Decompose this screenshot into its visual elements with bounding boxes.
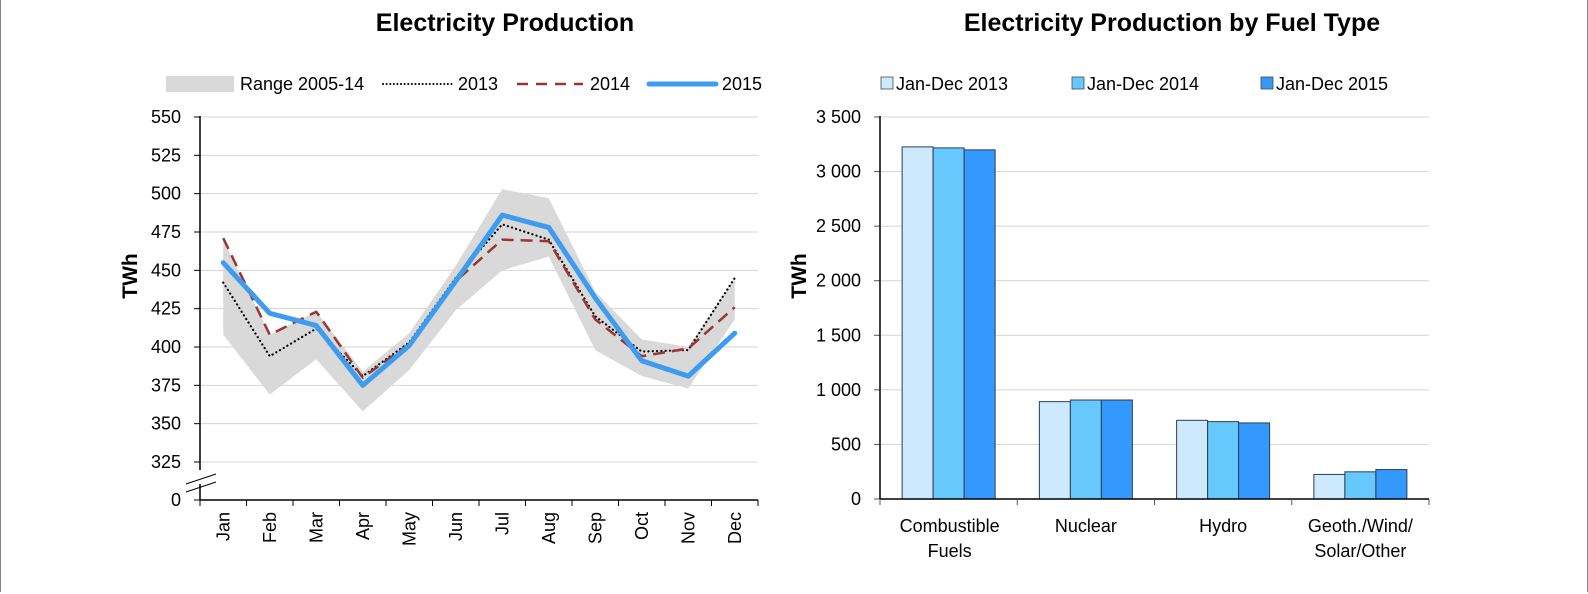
range-band-area bbox=[223, 189, 735, 412]
bar-Jan-Dec-2013-0 bbox=[901, 146, 934, 500]
line-chart-title: Electricity Production bbox=[376, 9, 634, 37]
series-line-2013 bbox=[222, 223, 736, 378]
x-tick-label: Solar/Other bbox=[1314, 541, 1406, 561]
x-tick-label: Apr bbox=[353, 512, 373, 540]
x-tick-label: Fuels bbox=[928, 541, 972, 561]
bar-Jan-Dec-2013-1 bbox=[1038, 401, 1071, 500]
bar-Jan-Dec-2015-3 bbox=[1375, 469, 1408, 500]
bar-series bbox=[901, 146, 1408, 500]
x-tick-label: Nov bbox=[678, 512, 698, 544]
x-tick-label: Jul bbox=[492, 512, 512, 535]
bar-chart-y-label: TWh bbox=[788, 253, 811, 298]
bar-Jan-Dec-2015-0 bbox=[963, 149, 996, 500]
y-tick-label: 475 bbox=[151, 222, 181, 242]
x-tick-label: Feb bbox=[260, 512, 280, 543]
y-tick-label: 325 bbox=[151, 452, 181, 472]
x-tick-label: Oct bbox=[632, 512, 652, 540]
legend-swatch-2 bbox=[1260, 76, 1274, 90]
y-tick-label: 3 000 bbox=[816, 162, 861, 182]
y-tick-label: 425 bbox=[151, 299, 181, 319]
legend-swatch-1 bbox=[1071, 76, 1085, 90]
y-tick-label-zero: 0 bbox=[171, 490, 181, 510]
x-tick-label: Combustible bbox=[900, 516, 1000, 536]
series-line-2015 bbox=[220, 212, 738, 388]
y-tick-label: 3 500 bbox=[816, 107, 861, 127]
legend-label-1: Jan-Dec 2014 bbox=[1087, 74, 1199, 94]
y-tick-label: 450 bbox=[151, 260, 181, 280]
x-tick-label: Nuclear bbox=[1055, 516, 1117, 536]
axis-break-icon bbox=[185, 473, 217, 493]
y-tick-label: 1 000 bbox=[816, 380, 861, 400]
bar-chart-axes: 0 500 1 000 1 500 2 000 2 500 3 000 3 500 Combus… bbox=[816, 107, 1430, 561]
bar-chart-title: Electricity Production by Fuel Type bbox=[964, 9, 1380, 37]
legend-label-2013: 2013 bbox=[458, 74, 498, 94]
y-tick-label: 0 bbox=[851, 489, 861, 509]
legend-label-range: Range 2005-14 bbox=[240, 74, 364, 94]
bar-chart-fuel-type: Electricity Production by Fuel Type Jan-… bbox=[788, 9, 1430, 561]
x-tick-label: Sep bbox=[585, 512, 605, 544]
x-tick-label: Hydro bbox=[1199, 516, 1247, 536]
y-tick-label: 525 bbox=[151, 145, 181, 165]
bar-Jan-Dec-2015-2 bbox=[1238, 422, 1271, 500]
y-tick-label: 1 500 bbox=[816, 325, 861, 345]
x-tick-label: Dec bbox=[725, 512, 745, 544]
y-tick-label: 350 bbox=[151, 414, 181, 434]
bar-Jan-Dec-2015-1 bbox=[1100, 399, 1133, 500]
bar-Jan-Dec-2013-3 bbox=[1313, 473, 1346, 500]
x-tick-label: Jun bbox=[446, 512, 466, 541]
range-band bbox=[223, 189, 735, 412]
bar-Jan-Dec-2014-1 bbox=[1069, 399, 1102, 500]
line-series bbox=[220, 212, 738, 388]
series-line-2014 bbox=[222, 237, 736, 379]
legend-swatch-range bbox=[166, 76, 234, 92]
bar-Jan-Dec-2013-2 bbox=[1176, 419, 1209, 500]
legend-label-2: Jan-Dec 2015 bbox=[1276, 74, 1388, 94]
y-tick-label: 375 bbox=[151, 375, 181, 395]
line-chart-legend: Range 2005-14 2013 2014 2015 bbox=[166, 74, 762, 94]
y-tick-label: 500 bbox=[831, 434, 861, 454]
x-tick-label: Jan bbox=[213, 512, 233, 541]
bar-Jan-Dec-2014-3 bbox=[1344, 471, 1377, 500]
line-chart-production: Electricity Production Range 2005-14 2013… bbox=[119, 9, 762, 546]
legend-label-0: Jan-Dec 2013 bbox=[896, 74, 1008, 94]
x-tick-label: Geoth./Wind/ bbox=[1308, 516, 1413, 536]
y-tick-label: 500 bbox=[151, 184, 181, 204]
legend-swatch-0 bbox=[880, 76, 894, 90]
x-tick-label: Mar bbox=[306, 512, 326, 543]
y-tick-label: 2 500 bbox=[816, 216, 861, 236]
bar-chart-legend: Jan-Dec 2013 Jan-Dec 2014 Jan-Dec 2015 bbox=[880, 74, 1388, 94]
x-tick-label: May bbox=[399, 512, 419, 546]
y-tick-label: 400 bbox=[151, 337, 181, 357]
y-tick-label: 2 000 bbox=[816, 271, 861, 291]
legend-label-2014: 2014 bbox=[590, 74, 630, 94]
bar-Jan-Dec-2014-2 bbox=[1207, 421, 1240, 500]
line-chart-axes: 550 525 500 475 450 425 400 375 350 325 0 Jan Feb Mar… bbox=[151, 107, 759, 546]
y-tick-label: 550 bbox=[151, 107, 181, 127]
line-chart-y-label: TWh bbox=[119, 253, 142, 298]
bar-Jan-Dec-2014-0 bbox=[932, 147, 965, 500]
x-tick-label: Aug bbox=[539, 512, 559, 544]
legend-label-2015: 2015 bbox=[722, 74, 762, 94]
